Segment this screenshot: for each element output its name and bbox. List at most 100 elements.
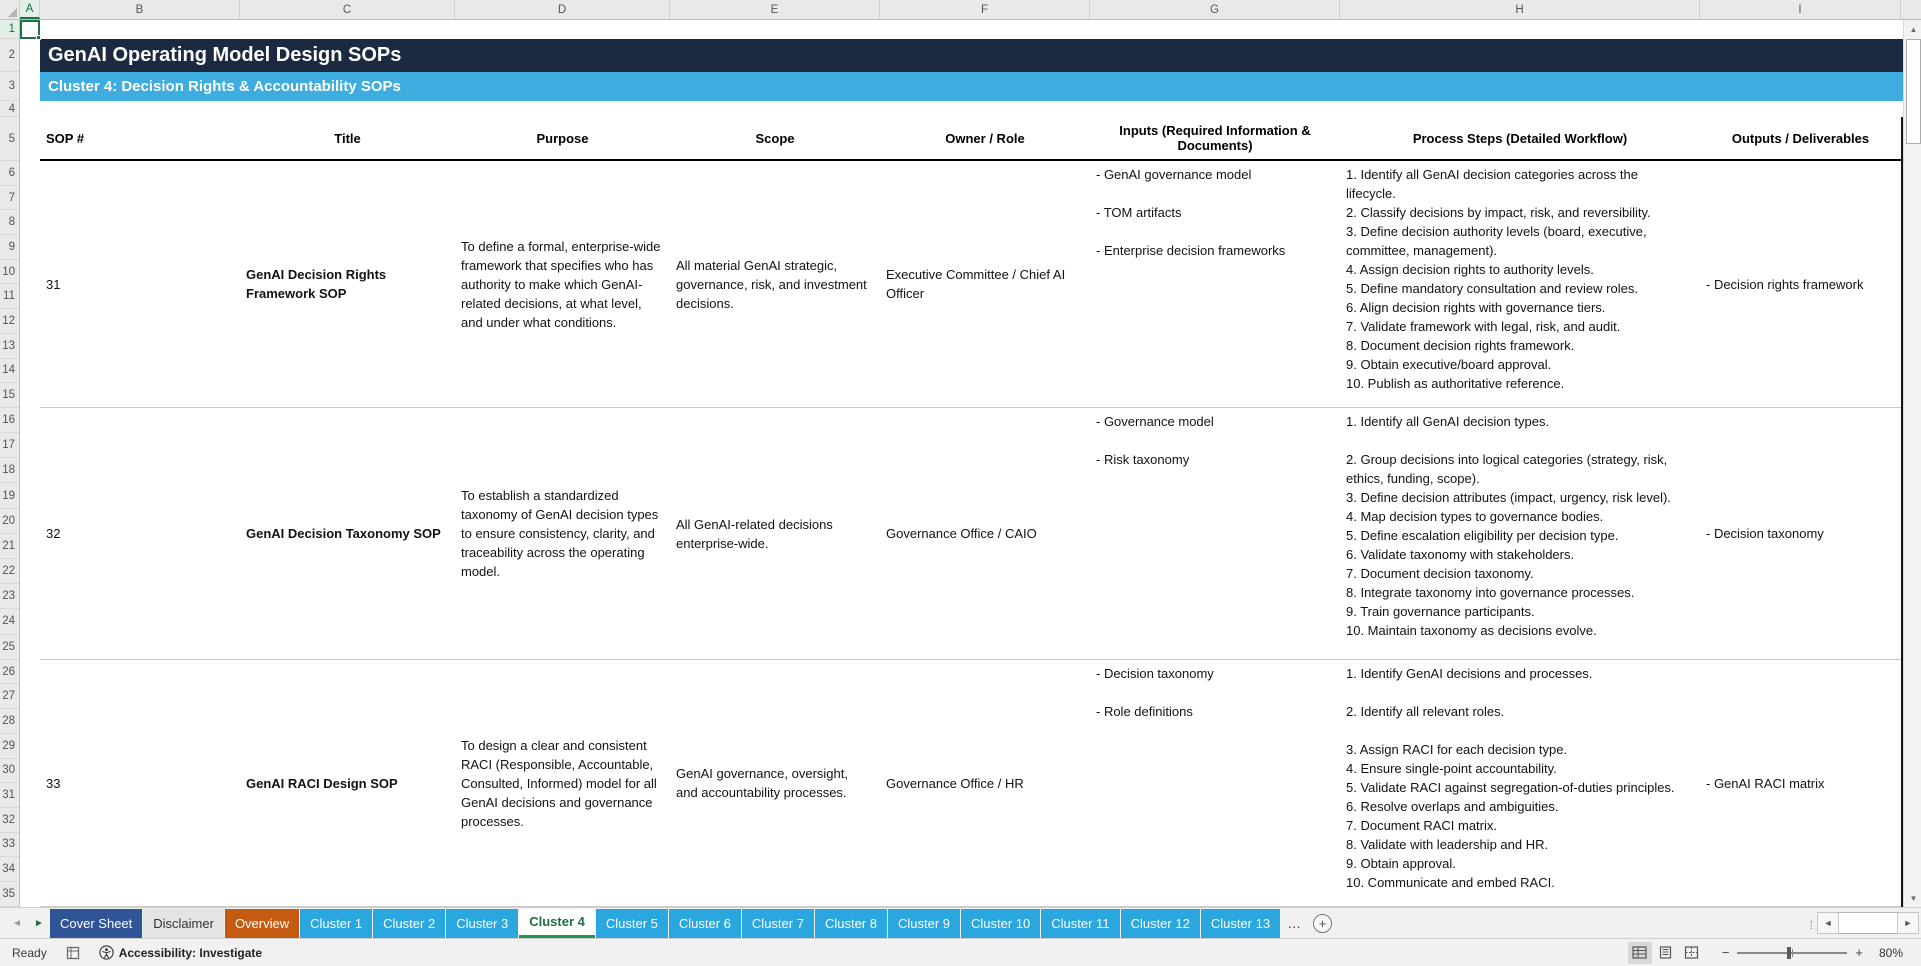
normal-view-icon[interactable] — [1627, 941, 1652, 964]
tab-splitter-handle[interactable]: ⁞ — [1809, 918, 1813, 932]
row-header-35[interactable]: 35 — [0, 882, 19, 907]
macro-record-icon[interactable] — [61, 942, 85, 964]
cell-purpose[interactable]: To establish a standardized taxonomy of … — [461, 488, 659, 579]
sheet-tab-cluster-4[interactable]: Cluster 4 — [519, 909, 595, 938]
column-header-E[interactable]: E — [670, 0, 880, 19]
vertical-scrollbar[interactable]: ▲ ▼ — [1903, 20, 1921, 907]
header-cell[interactable]: SOP # — [46, 130, 85, 146]
row-header-16[interactable]: 16 — [0, 408, 19, 434]
row-header-29[interactable]: 29 — [0, 734, 19, 759]
row-header-26[interactable]: 26 — [0, 660, 19, 685]
more-tabs-indicator[interactable]: … — [1287, 915, 1302, 931]
cell-owner-role[interactable]: Governance Office / CAIO — [886, 526, 1037, 541]
row-header-2[interactable]: 2 — [0, 39, 19, 72]
column-header-F[interactable]: F — [880, 0, 1090, 19]
page-break-view-icon[interactable] — [1680, 942, 1704, 964]
sheet-tab-cluster-13[interactable]: Cluster 13 — [1200, 909, 1281, 938]
new-sheet-button[interactable]: + — [1313, 914, 1333, 933]
header-cell[interactable]: Scope — [755, 130, 795, 146]
select-all-corner[interactable] — [0, 0, 20, 19]
header-cell[interactable]: Outputs / Deliverables — [1731, 130, 1870, 146]
scroll-up-icon[interactable]: ▲ — [1909, 24, 1918, 34]
tabs-next-icon[interactable]: ► — [34, 918, 44, 929]
row-header-34[interactable]: 34 — [0, 857, 19, 882]
column-header-I[interactable]: I — [1700, 0, 1901, 19]
sheet-tab-cover-sheet[interactable]: Cover Sheet — [50, 909, 143, 938]
zoom-level[interactable]: 80% — [1878, 945, 1903, 960]
row-header-22[interactable]: 22 — [0, 559, 19, 585]
sheet-tab-disclaimer[interactable]: Disclaimer — [143, 909, 224, 938]
scroll-left-icon[interactable]: ◄ — [1817, 912, 1839, 934]
row-header-17[interactable]: 17 — [0, 433, 19, 459]
header-cell[interactable]: Owner / Role — [945, 130, 1025, 146]
cell-scope[interactable]: All GenAI-related decisions enterprise-w… — [676, 516, 833, 551]
active-cell-selection[interactable] — [20, 20, 41, 40]
row-header-14[interactable]: 14 — [0, 359, 19, 384]
column-header-B[interactable]: B — [40, 0, 240, 19]
row-header-18[interactable]: 18 — [0, 458, 19, 484]
sheet-grid[interactable]: GenAI Operating Model Design SOPs Cluste… — [20, 20, 1903, 907]
vertical-scroll-track[interactable] — [1904, 145, 1921, 889]
zoom-slider[interactable] — [1737, 946, 1848, 960]
row-header-4[interactable]: 4 — [0, 101, 19, 117]
page-layout-view-icon[interactable] — [1654, 942, 1678, 964]
horizontal-scroll-thumb[interactable] — [1839, 912, 1897, 934]
row-header-8[interactable]: 8 — [0, 210, 19, 236]
row-header-24[interactable]: 24 — [0, 609, 19, 635]
zoom-in-icon[interactable]: + — [1855, 945, 1863, 960]
cell-inputs[interactable]: - Decision taxonomy - Role definitions — [1096, 666, 1214, 719]
row-header-11[interactable]: 11 — [0, 284, 19, 310]
fill-handle[interactable] — [36, 35, 41, 40]
vertical-scroll-thumb[interactable] — [1906, 39, 1921, 144]
sheet-tab-cluster-5[interactable]: Cluster 5 — [595, 909, 668, 938]
row-header-3[interactable]: 3 — [0, 72, 19, 101]
zoom-slider-thumb[interactable] — [1786, 946, 1791, 959]
cell-title[interactable]: GenAI Decision Taxonomy SOP — [246, 526, 441, 541]
column-header-H[interactable]: H — [1340, 0, 1700, 19]
sheet-tab-cluster-8[interactable]: Cluster 8 — [814, 909, 887, 938]
sheet-tab-cluster-1[interactable]: Cluster 1 — [300, 909, 373, 938]
header-cell[interactable]: Process Steps (Detailed Workflow) — [1412, 130, 1628, 146]
row-header-19[interactable]: 19 — [0, 483, 19, 509]
cluster-subtitle-band[interactable]: Cluster 4: Decision Rights & Accountabil… — [40, 72, 1903, 101]
sheet-tab-cluster-2[interactable]: Cluster 2 — [373, 909, 446, 938]
cell-inputs[interactable]: - Governance model - Risk taxonomy — [1096, 414, 1214, 467]
sheet-tab-cluster-10[interactable]: Cluster 10 — [961, 909, 1041, 938]
cell-purpose[interactable]: To design a clear and consistent RACI (R… — [461, 737, 657, 829]
cell-inputs[interactable]: - GenAI governance model - TOM artifacts… — [1096, 167, 1286, 258]
row-header-32[interactable]: 32 — [0, 808, 19, 833]
tabs-prev-icon[interactable]: ◄ — [12, 918, 22, 929]
header-cell[interactable]: Purpose — [536, 130, 589, 146]
column-header-G[interactable]: G — [1090, 0, 1340, 19]
column-header-C[interactable]: C — [240, 0, 455, 19]
cell-process-steps[interactable]: 1. Identify all GenAI decision types. 2.… — [1346, 414, 1671, 638]
cell-purpose[interactable]: To define a formal, enterprise-wide fram… — [461, 238, 661, 330]
row-header-27[interactable]: 27 — [0, 684, 19, 710]
row-header-20[interactable]: 20 — [0, 509, 19, 534]
column-header-D[interactable]: D — [455, 0, 670, 19]
cell-process-steps[interactable]: 1. Identify all GenAI decision categorie… — [1346, 167, 1651, 391]
cell-sop-number[interactable]: 33 — [46, 775, 61, 791]
sheet-tab-cluster-7[interactable]: Cluster 7 — [741, 909, 814, 938]
header-cell[interactable]: Title — [334, 130, 361, 146]
cell-owner-role[interactable]: Executive Committee / Chief AI Officer — [886, 267, 1066, 301]
zoom-out-icon[interactable]: − — [1721, 945, 1730, 960]
cell-sop-number[interactable]: 31 — [46, 276, 61, 292]
row-header-25[interactable]: 25 — [0, 635, 19, 660]
header-cell[interactable]: Inputs (Required Information & Documents… — [1119, 123, 1311, 153]
row-header-30[interactable]: 30 — [0, 759, 19, 784]
sheet-tab-cluster-3[interactable]: Cluster 3 — [446, 909, 519, 938]
cell-outputs[interactable]: - GenAI RACI matrix — [1706, 775, 1825, 791]
row-header-5[interactable]: 5 — [0, 117, 19, 161]
cell-sop-number[interactable]: 32 — [46, 526, 61, 541]
cell-title[interactable]: GenAI RACI Design SOP — [246, 775, 398, 791]
cell-title[interactable]: GenAI Decision Rights Framework SOP — [246, 267, 387, 301]
row-header-6[interactable]: 6 — [0, 161, 19, 186]
row-header-33[interactable]: 33 — [0, 833, 19, 858]
scroll-down-icon[interactable]: ▼ — [1909, 893, 1918, 903]
cell-owner-role[interactable]: Governance Office / HR — [886, 775, 1024, 791]
cell-process-steps[interactable]: 1. Identify GenAI decisions and processe… — [1346, 666, 1675, 890]
row-header-21[interactable]: 21 — [0, 534, 19, 559]
sheet-tab-cluster-9[interactable]: Cluster 9 — [887, 909, 961, 938]
row-header-31[interactable]: 31 — [0, 783, 19, 808]
